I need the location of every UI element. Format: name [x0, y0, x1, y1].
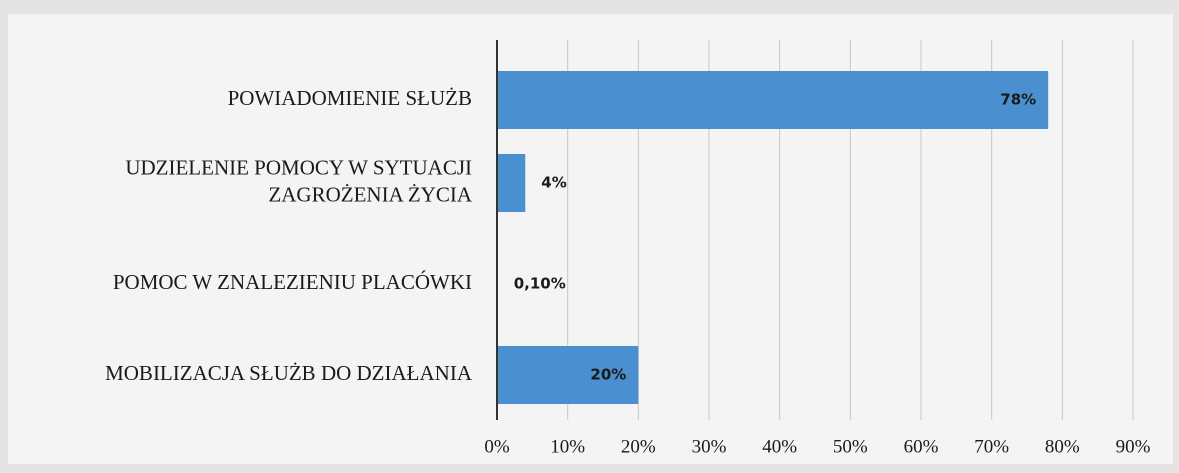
- y-tick-label: MOBILIZACJA SŁUŻB DO DZIAŁANIA: [105, 361, 473, 385]
- x-tick-label: 30%: [692, 436, 727, 457]
- data-label: 0,10%: [514, 275, 566, 293]
- x-tick-label: 50%: [833, 436, 868, 457]
- y-tick-label: POMOC W ZNALEZIENIU PLACÓWKI: [113, 270, 472, 294]
- x-tick-label: 90%: [1116, 436, 1151, 457]
- x-tick-label: 40%: [762, 436, 797, 457]
- y-tick-label: UDZIELENIE POMOCY W SYTUACJI ZAGROŻENIA Ż…: [125, 155, 473, 206]
- x-tick-label: 20%: [621, 436, 656, 457]
- x-tick-label: 10%: [550, 436, 585, 457]
- data-label: 20%: [590, 366, 626, 384]
- x-tick-label: 80%: [1045, 436, 1080, 457]
- x-tick-label: 0%: [484, 436, 510, 457]
- bar: [497, 346, 639, 404]
- data-label: 4%: [541, 174, 566, 192]
- bar: [497, 154, 526, 212]
- y-tick-label: POWIADOMIENIE SŁUŻB: [228, 86, 472, 110]
- data-label: 78%: [1000, 91, 1036, 109]
- x-tick-label: 70%: [974, 436, 1009, 457]
- x-tick-label: 60%: [904, 436, 939, 457]
- bar: [497, 71, 1049, 129]
